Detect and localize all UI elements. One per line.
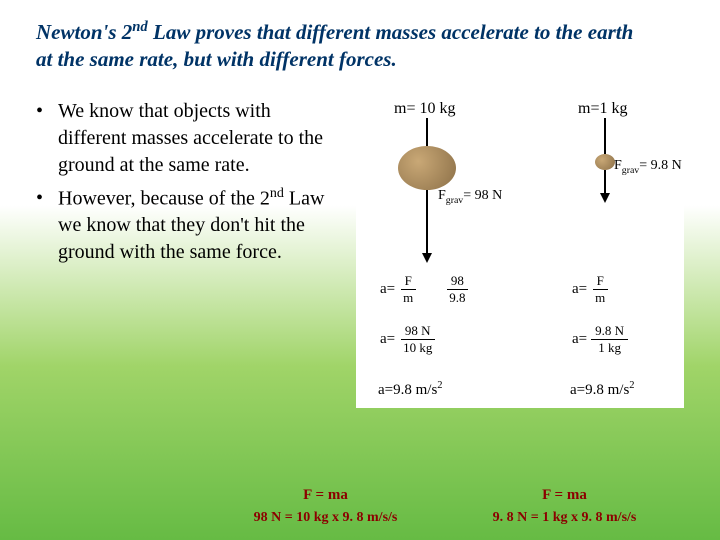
fma-2: F = ma — [445, 487, 684, 504]
bullet-list: • We know that objects with different ma… — [36, 98, 336, 408]
fraction: 9.8 N 1 kg — [591, 323, 628, 356]
fgrav-1: Fgrav= 98 N — [438, 188, 502, 206]
arrow-head-icon — [600, 193, 610, 203]
rock-small — [595, 154, 615, 170]
title-sup: nd — [132, 19, 148, 35]
fgrav-2: Fgrav= 9.8 N — [614, 158, 682, 176]
bullet-dot: • — [36, 98, 58, 179]
rock-large — [398, 146, 456, 190]
bullet-dot: • — [36, 185, 58, 267]
formula-sub-1: a= 98 N 10 kg — [380, 323, 436, 356]
mass-1-label: m= 10 kg — [394, 100, 455, 118]
arrow-segment — [426, 118, 428, 146]
formula-a-fm-2: a= F m — [572, 273, 609, 306]
formula-sub-2: a= 9.8 N 1 kg — [572, 323, 628, 356]
bullet-0-text: We know that objects with different mass… — [58, 100, 323, 176]
formula-a-fm-1: a= F m 98 9.8 — [380, 273, 470, 306]
bullet-1-sup: nd — [270, 186, 284, 201]
fraction: F m — [591, 273, 609, 306]
calc-2: 9. 8 N = 1 kg x 9. 8 m/s/s — [445, 510, 684, 526]
bullet-1-pre: However, because of the 2 — [58, 187, 270, 209]
slide-title: Newton's 2nd Law proves that different m… — [36, 18, 684, 74]
diagram-panel: m= 10 kg m=1 kg Fgrav= 98 N Fgrav= 9.8 N… — [356, 98, 684, 408]
arrow-segment — [604, 118, 606, 154]
list-item: • However, because of the 2nd Law we kno… — [36, 185, 336, 267]
arrow-segment — [426, 190, 428, 254]
calc-1: 98 N = 10 kg x 9. 8 m/s/s — [206, 510, 445, 526]
mass-2-label: m=1 kg — [578, 100, 627, 118]
arrow-head-icon — [422, 253, 432, 263]
title-pre: Newton's 2 — [36, 20, 132, 44]
arrow-segment — [604, 170, 606, 194]
result-2: a=9.8 m/s2 — [570, 380, 635, 399]
fraction: F m — [399, 273, 417, 306]
content-row: • We know that objects with different ma… — [36, 98, 684, 408]
bullet-text: However, because of the 2nd Law we know … — [58, 185, 336, 267]
fma-1: F = ma — [206, 487, 445, 504]
bottom-equations: F = ma 98 N = 10 kg x 9. 8 m/s/s F = ma … — [36, 487, 684, 526]
fraction: 98 9.8 — [445, 273, 469, 306]
fraction: 98 N 10 kg — [399, 323, 436, 356]
bullet-text: We know that objects with different mass… — [58, 98, 336, 179]
bottom-col-1: F = ma 98 N = 10 kg x 9. 8 m/s/s — [36, 487, 445, 526]
bottom-col-2: F = ma 9. 8 N = 1 kg x 9. 8 m/s/s — [445, 487, 684, 526]
result-1: a=9.8 m/s2 — [378, 380, 443, 399]
list-item: • We know that objects with different ma… — [36, 98, 336, 179]
physics-diagram: m= 10 kg m=1 kg Fgrav= 98 N Fgrav= 9.8 N… — [356, 98, 684, 408]
